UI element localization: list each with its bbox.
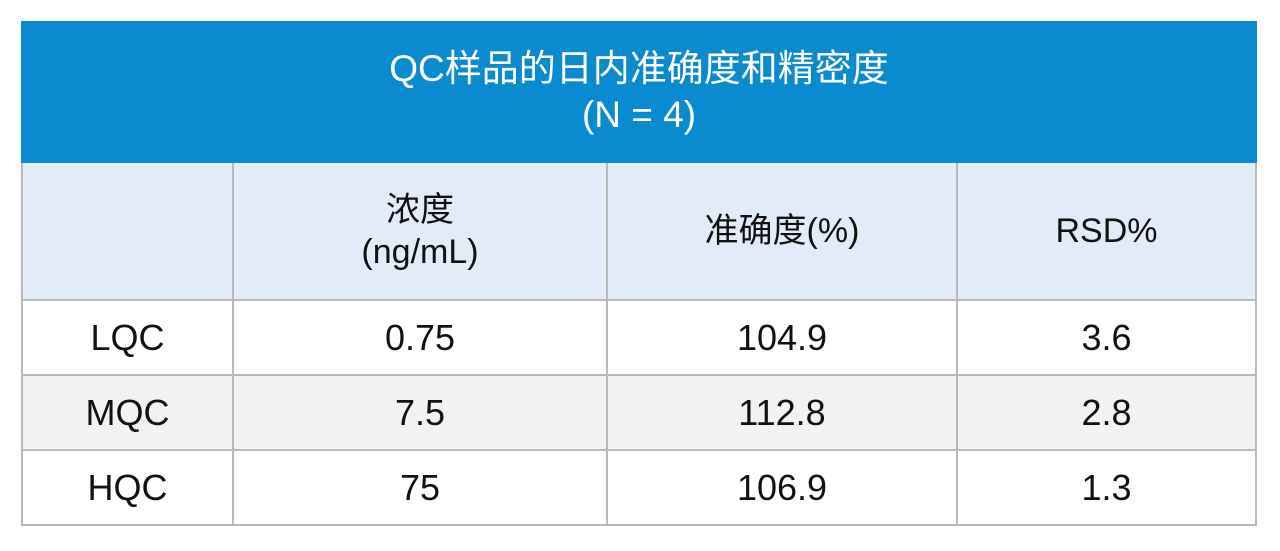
accuracy-cell: 106.9 <box>606 449 958 526</box>
header-cell-empty <box>21 161 234 301</box>
header-accuracy-label: 准确度(%) <box>704 212 860 250</box>
rsd-cell: 3.6 <box>956 299 1257 376</box>
row-label: MQC <box>21 374 234 451</box>
table-row: HQC 75 106.9 1.3 <box>21 449 1257 526</box>
table-title: QC样品的日内准确度和精密度 (N = 4) <box>21 21 1257 163</box>
row-label: LQC <box>21 299 234 376</box>
qc-accuracy-precision-table: QC样品的日内准确度和精密度 (N = 4) 浓度 (ng/mL) 准确度(%)… <box>21 21 1257 526</box>
table-row: LQC 0.75 104.9 3.6 <box>21 299 1257 376</box>
table-title-row: QC样品的日内准确度和精密度 (N = 4) <box>21 21 1257 163</box>
accuracy-cell: 112.8 <box>606 374 958 451</box>
table-header-row: 浓度 (ng/mL) 准确度(%) RSD% <box>21 161 1257 301</box>
header-concentration-label: 浓度 <box>386 191 454 229</box>
table-title-line2: (N = 4) <box>581 94 697 135</box>
header-cell-accuracy: 准确度(%) <box>606 161 958 301</box>
table-row: MQC 7.5 112.8 2.8 <box>21 374 1257 451</box>
table-title-line1: QC样品的日内准确度和精密度 <box>389 48 889 89</box>
rsd-cell: 1.3 <box>956 449 1257 526</box>
header-concentration-unit: (ng/mL) <box>361 233 479 271</box>
row-label: HQC <box>21 449 234 526</box>
qc-table-container: QC样品的日内准确度和精密度 (N = 4) 浓度 (ng/mL) 准确度(%)… <box>21 21 1257 526</box>
concentration-cell: 75 <box>232 449 608 526</box>
concentration-cell: 0.75 <box>232 299 608 376</box>
accuracy-cell: 104.9 <box>606 299 958 376</box>
concentration-cell: 7.5 <box>232 374 608 451</box>
rsd-cell: 2.8 <box>956 374 1257 451</box>
header-cell-rsd: RSD% <box>956 161 1257 301</box>
header-rsd-label: RSD% <box>1055 212 1158 250</box>
header-cell-concentration: 浓度 (ng/mL) <box>232 161 608 301</box>
